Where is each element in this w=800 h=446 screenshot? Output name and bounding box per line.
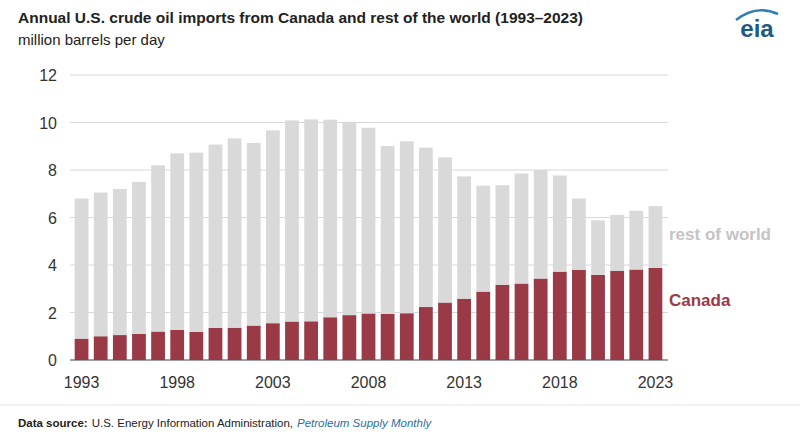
bar	[534, 279, 548, 360]
bar	[400, 141, 414, 313]
bar	[189, 153, 203, 332]
bar	[304, 119, 318, 321]
bar	[591, 220, 605, 275]
bar	[629, 211, 643, 270]
grid-line	[70, 75, 668, 76]
bar	[304, 321, 318, 360]
x-tick-label: 1998	[159, 374, 195, 391]
bar	[515, 284, 529, 360]
bar	[649, 268, 663, 360]
legend-label: Canada	[669, 291, 731, 310]
logo: eia	[736, 10, 778, 42]
bar	[381, 146, 395, 314]
bar	[629, 270, 643, 360]
separator	[0, 405, 800, 406]
bar	[113, 335, 127, 360]
y-tick-label: 2	[48, 305, 57, 322]
bar	[132, 334, 146, 360]
grid	[70, 75, 668, 360]
x-tick-label: 2023	[638, 374, 674, 391]
bar	[285, 322, 299, 360]
bar	[572, 199, 586, 270]
bar	[94, 336, 108, 360]
source-text: U.S. Energy Information Administration,	[92, 417, 293, 429]
bar	[610, 215, 624, 271]
bar	[419, 148, 433, 307]
bar	[553, 272, 567, 360]
bars	[75, 119, 663, 360]
bar	[323, 120, 337, 318]
bar	[342, 315, 356, 360]
x-tick-label: 2008	[351, 374, 387, 391]
x-tick-label: 2003	[255, 374, 291, 391]
bar	[476, 186, 490, 292]
grid-line	[70, 122, 668, 123]
x-tick-label: 2018	[542, 374, 578, 391]
grid-line	[70, 360, 668, 361]
bar	[209, 328, 223, 360]
bar	[457, 299, 471, 360]
bar	[381, 314, 395, 360]
y-tick-label: 6	[48, 210, 57, 227]
bar	[591, 275, 605, 360]
y-tick-label: 8	[48, 162, 57, 179]
bar	[534, 170, 548, 279]
source: Data source: U.S. Energy Information Admi…	[18, 417, 432, 429]
y-tick-label: 10	[39, 115, 57, 132]
y-tick-label: 12	[39, 67, 57, 84]
bar	[515, 174, 529, 284]
source-publication: Petroleum Supply Monthly	[297, 417, 432, 429]
bar	[649, 206, 663, 268]
bar	[266, 323, 280, 360]
bar	[362, 313, 376, 360]
bar	[209, 145, 223, 328]
subtitle: million barrels per day	[18, 31, 165, 48]
bar	[266, 130, 280, 323]
bar	[572, 270, 586, 360]
bar	[94, 193, 108, 337]
bar	[151, 165, 165, 331]
bar	[496, 185, 510, 285]
y-tick-label: 0	[48, 352, 57, 369]
bar	[132, 182, 146, 334]
x-tick-label: 2013	[446, 374, 482, 391]
bar	[342, 122, 356, 315]
bar	[228, 328, 242, 360]
bar	[113, 189, 127, 335]
logo-text: eia	[740, 15, 774, 42]
bar	[400, 313, 414, 360]
bar	[189, 332, 203, 360]
bar	[457, 176, 471, 298]
bar	[151, 332, 165, 361]
bar	[75, 199, 89, 339]
bar	[247, 326, 261, 360]
bar	[438, 303, 452, 360]
bar	[323, 317, 337, 360]
bar	[438, 157, 452, 302]
bar	[419, 307, 433, 360]
bar	[170, 330, 184, 360]
x-tick-label: 1993	[64, 374, 100, 391]
bar	[476, 292, 490, 360]
legend-label: rest of world	[669, 225, 771, 244]
bar	[553, 175, 567, 271]
bar	[75, 339, 89, 360]
bar	[228, 138, 242, 327]
title: Annual U.S. crude oil imports from Canad…	[18, 9, 583, 26]
y-tick-label: 4	[48, 257, 57, 274]
chart: Annual U.S. crude oil imports from Canad…	[0, 0, 800, 446]
bar	[285, 120, 299, 321]
bar	[247, 143, 261, 326]
source-label: Data source:	[18, 417, 88, 429]
x-axis-line	[70, 360, 668, 361]
bar	[496, 285, 510, 360]
bar	[362, 128, 376, 314]
bar	[610, 271, 624, 360]
bar	[170, 153, 184, 329]
